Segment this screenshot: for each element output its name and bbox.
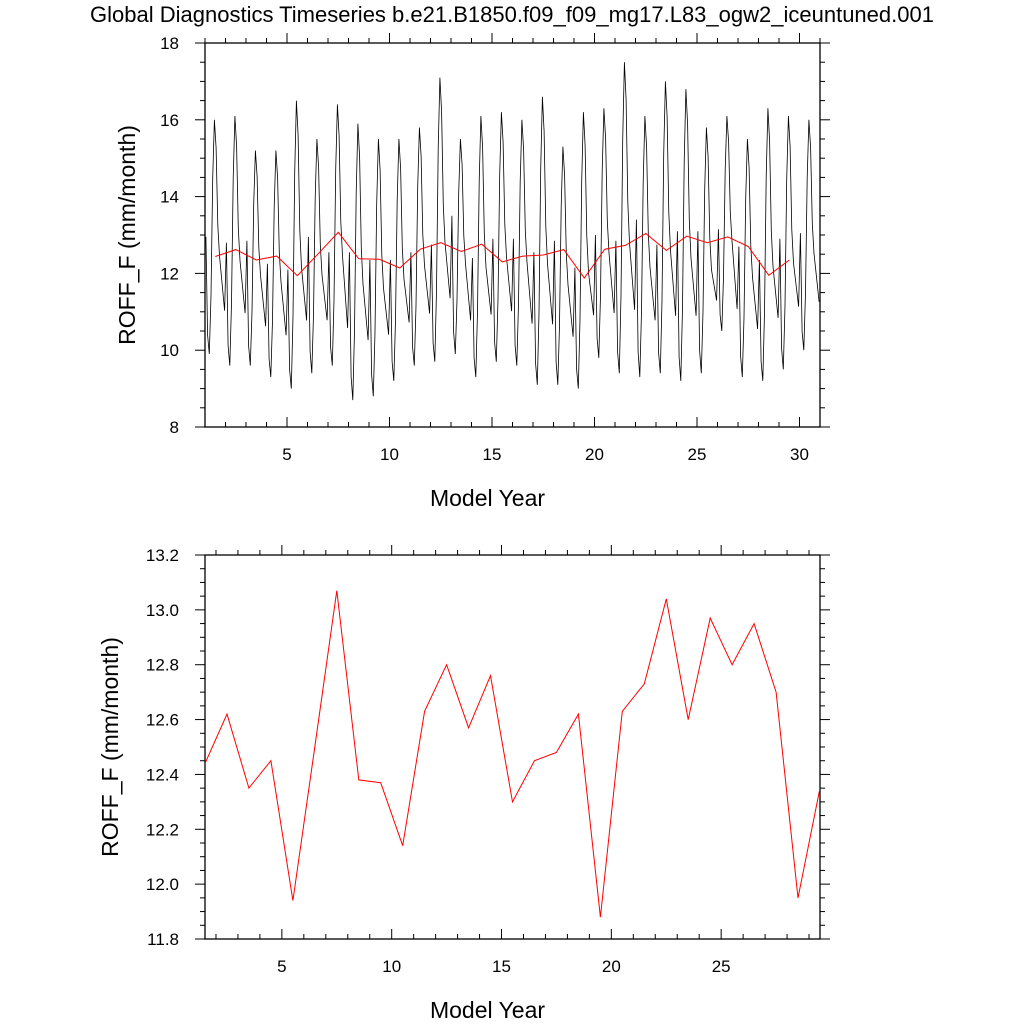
annual-series-line — [205, 590, 820, 918]
annual-series-line — [215, 231, 790, 279]
top-panel: 5 10 15 20 25 30 8 10 12 14 16 18 Model Year ROFF_F (… — [114, 33, 830, 511]
y-tick-label: 12.4 — [146, 765, 179, 784]
x-tick-label: 5 — [277, 957, 286, 976]
x-tick-label: 30 — [790, 445, 809, 464]
y-tick-label: 12.0 — [146, 875, 179, 894]
y-tick-label: 11.8 — [147, 930, 179, 949]
y-tick-label: 13.2 — [146, 546, 179, 565]
y-tick-label: 8 — [170, 418, 179, 437]
y-tick-label: 16 — [160, 111, 179, 130]
plot-frame — [204, 42, 821, 428]
y-axis-label: ROFF_F (mm/month) — [114, 125, 140, 345]
y-tick-label: 12.8 — [146, 656, 179, 675]
y-tick-label: 14 — [160, 188, 179, 207]
x-axis-label: Model Year — [430, 997, 545, 1023]
x-tick-label: 15 — [492, 957, 511, 976]
y-tick-label: 12.2 — [146, 820, 179, 839]
x-tick-label: 20 — [585, 445, 604, 464]
y-tick-label: 12.6 — [146, 711, 179, 730]
y-tick-label: 10 — [160, 341, 179, 360]
x-tick-label: 5 — [282, 445, 291, 464]
y-tick-label: 18 — [160, 34, 179, 53]
y-axis-label: ROFF_F (mm/month) — [97, 637, 123, 857]
chart-title: Global Diagnostics Timeseries b.e21.B185… — [90, 2, 934, 27]
x-tick-label: 25 — [688, 445, 707, 464]
x-tick-label: 20 — [602, 957, 621, 976]
y-tick-label: 12 — [160, 264, 179, 283]
monthly-series-line — [205, 62, 820, 401]
x-tick-label: 15 — [483, 445, 502, 464]
y-tick-label: 13.0 — [146, 601, 179, 620]
x-tick-label: 10 — [380, 445, 399, 464]
x-tick-label: 10 — [382, 957, 401, 976]
x-tick-label: 25 — [712, 957, 731, 976]
bottom-panel: 5 10 15 20 25 11.8 12.0 12.2 12.4 12.6 12.8 13.0 13.… — [97, 545, 830, 1023]
plot-frame — [204, 554, 821, 940]
x-axis-label: Model Year — [430, 485, 545, 511]
